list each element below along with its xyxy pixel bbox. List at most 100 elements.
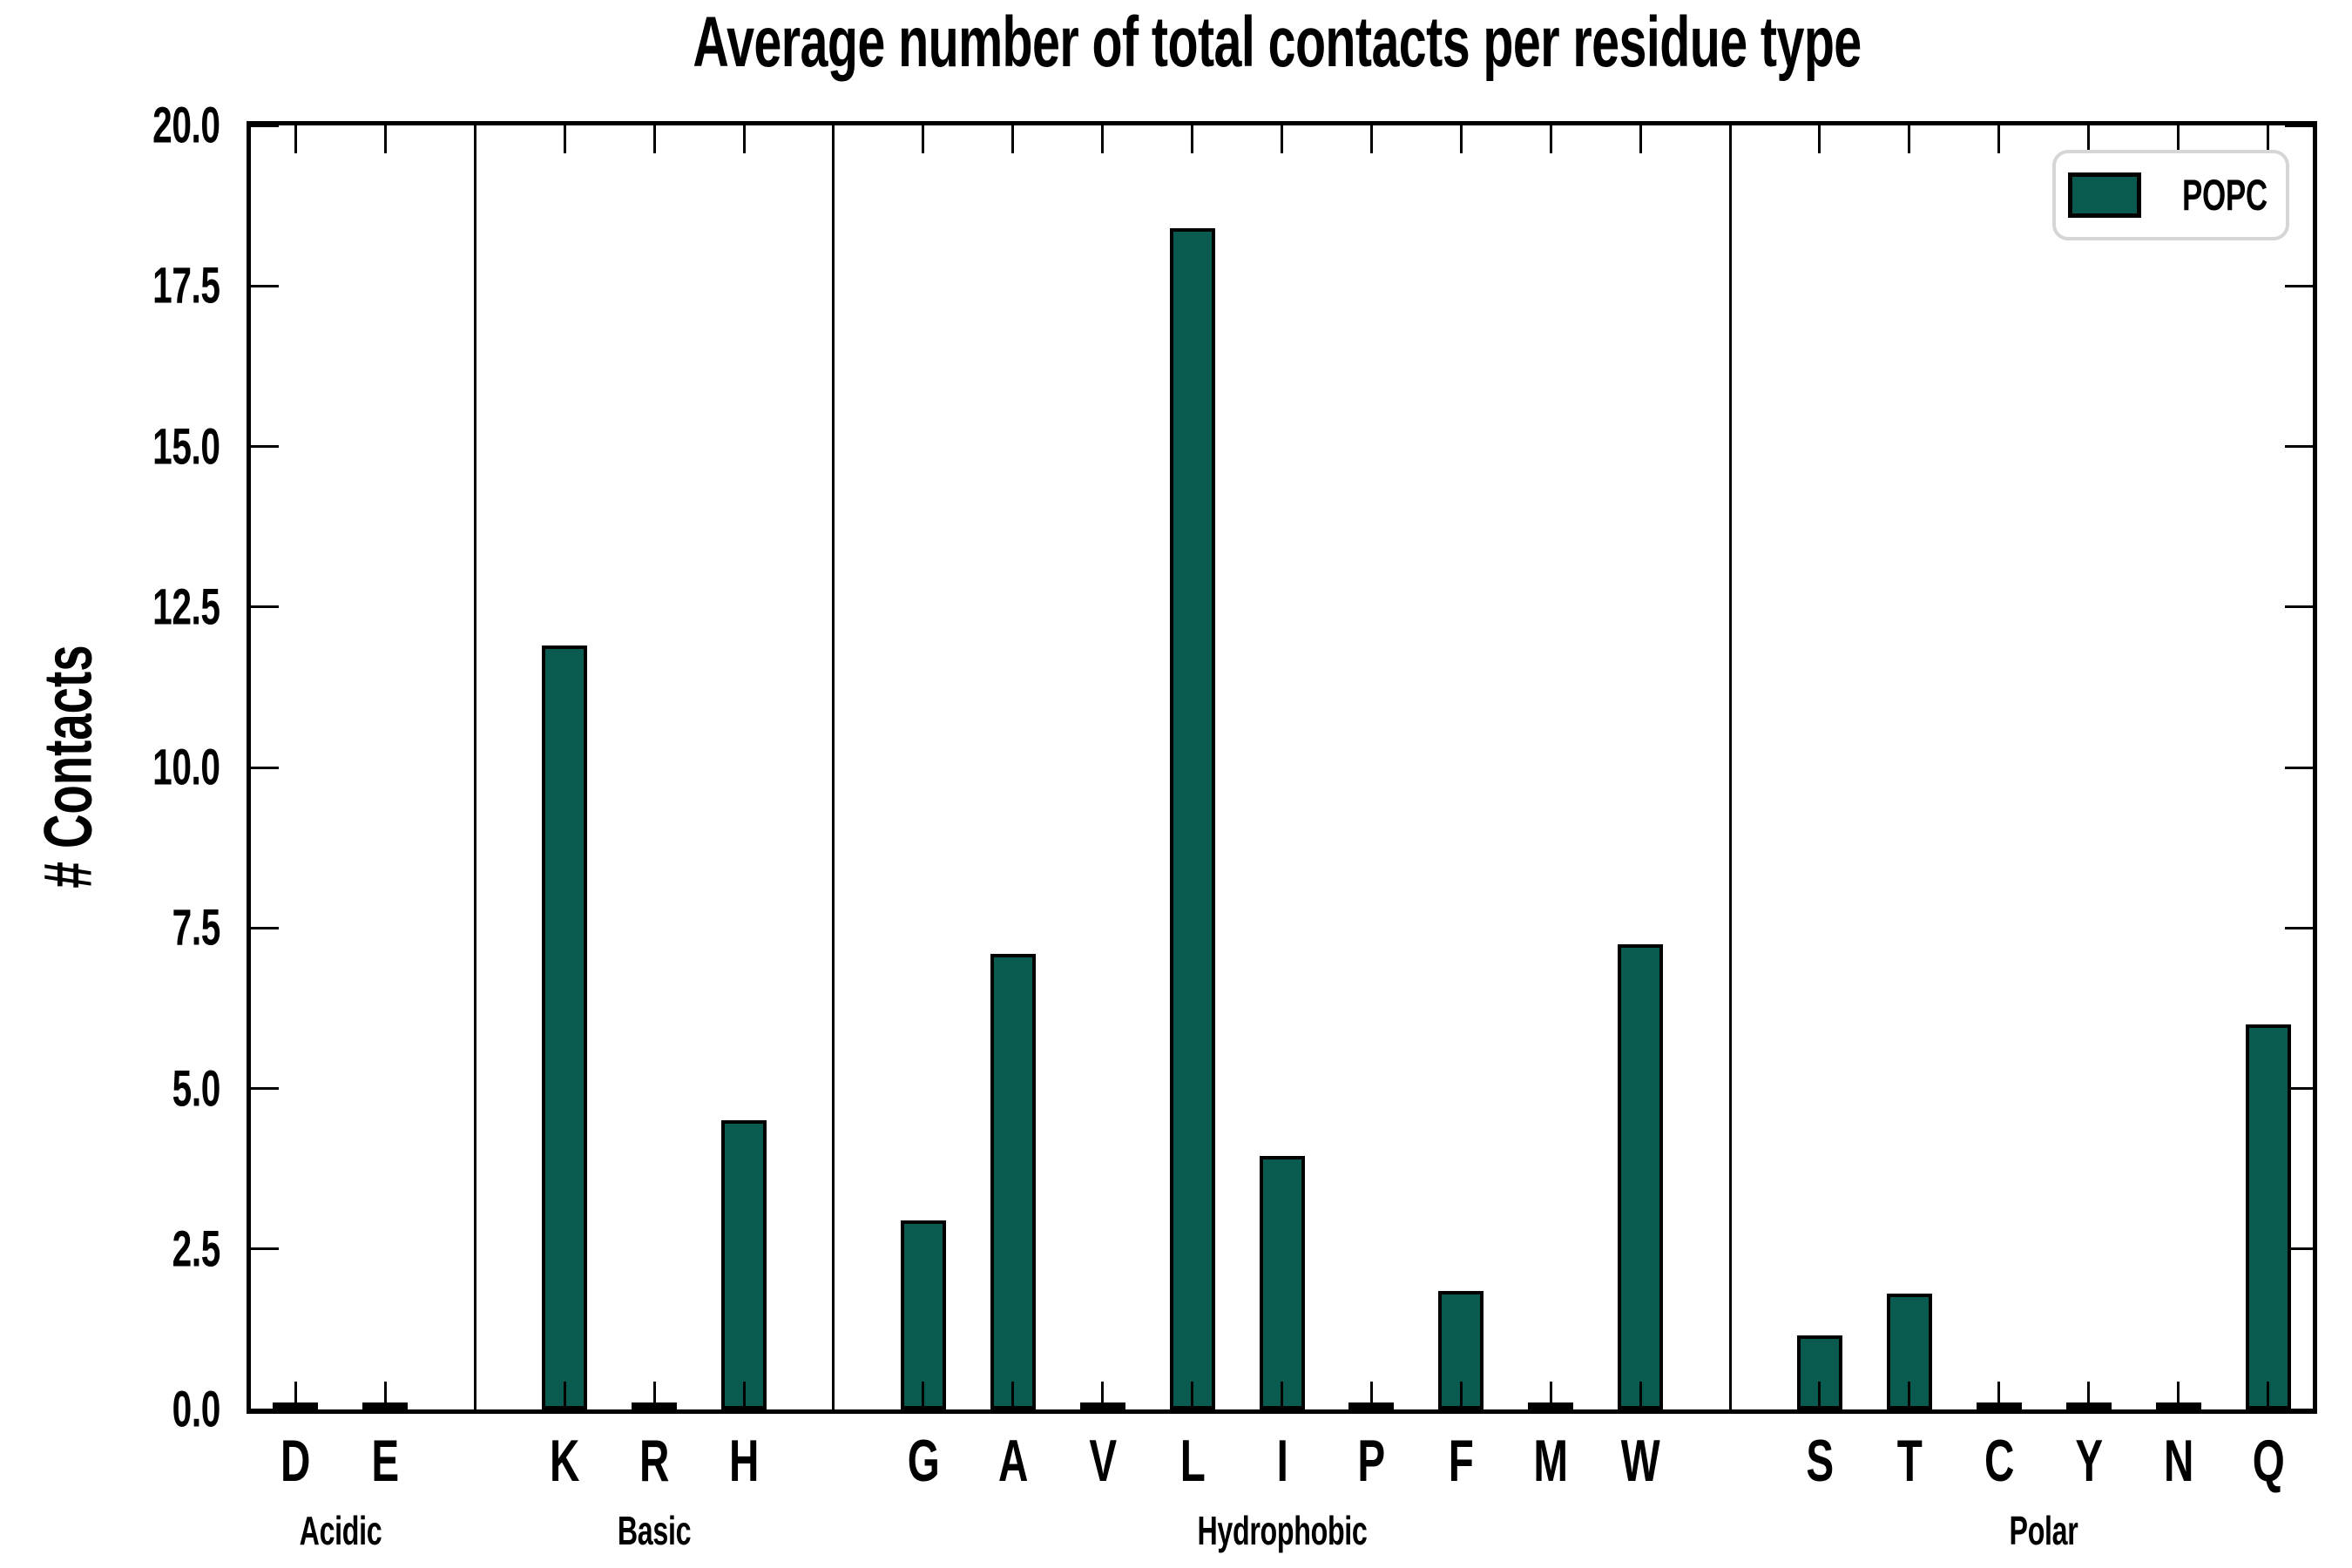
x-tick-bottom <box>2177 1382 2180 1409</box>
y-tick-label-text: 5.0 <box>172 1060 221 1117</box>
group-label-polar: Polar <box>1995 1507 2093 1554</box>
group-separator <box>832 125 835 1409</box>
x-tick-bottom <box>1639 1382 1642 1409</box>
legend-label-popc: POPC <box>2182 171 2268 220</box>
x-tick-top <box>1011 125 1015 153</box>
chart-title: Average number of total contacts per res… <box>443 2 2112 84</box>
x-tick-top <box>294 125 297 153</box>
group-label-acidic: Acidic <box>281 1507 399 1554</box>
y-tick-right <box>2285 1087 2313 1090</box>
x-label-H: H <box>723 1427 765 1495</box>
y-tick-label: 10.0 <box>124 739 221 797</box>
legend: POPC <box>2052 150 2289 240</box>
x-tick-top <box>1459 125 1463 153</box>
y-tick-label: 0.0 <box>152 1381 221 1439</box>
bar-T <box>1886 1294 1932 1409</box>
x-tick-bottom <box>742 1382 746 1409</box>
group-label-text: Basic <box>617 1508 692 1553</box>
y-tick-right <box>2285 284 2313 287</box>
x-label-L: L <box>1174 1427 1210 1495</box>
y-axis-label: # Contacts <box>29 645 106 889</box>
x-label-G: G <box>901 1427 946 1495</box>
x-label-text: N <box>2163 1428 2193 1494</box>
chart-title-text: Average number of total contacts per res… <box>693 3 1862 82</box>
x-tick-bottom <box>1997 1382 2001 1409</box>
x-tick-bottom <box>2087 1382 2091 1409</box>
bar-I <box>1259 1155 1305 1409</box>
y-tick-left <box>251 766 279 769</box>
y-tick-label-text: 12.5 <box>152 578 221 636</box>
x-label-D: D <box>274 1427 316 1495</box>
y-tick-right <box>2285 926 2313 929</box>
x-tick-bottom <box>1818 1382 1821 1409</box>
x-tick-top <box>1549 125 1552 153</box>
x-tick-bottom <box>652 1382 656 1409</box>
y-tick-label: 15.0 <box>124 417 221 476</box>
x-label-text: D <box>280 1428 311 1494</box>
x-label-I: I <box>1274 1427 1289 1495</box>
x-label-C: C <box>1978 1427 2020 1495</box>
x-tick-bottom <box>1369 1382 1373 1409</box>
x-tick-top <box>2177 125 2180 153</box>
x-tick-top <box>2267 125 2270 153</box>
x-label-R: R <box>633 1427 675 1495</box>
x-label-Q: Q <box>2245 1427 2290 1495</box>
bar-G <box>900 1220 946 1409</box>
x-label-Y: Y <box>2069 1427 2108 1495</box>
x-tick-top <box>1997 125 2001 153</box>
x-label-text: W <box>1620 1428 1660 1494</box>
group-label-text: Polar <box>2009 1508 2078 1553</box>
y-tick-left <box>251 445 279 448</box>
x-label-E: E <box>366 1427 405 1495</box>
group-separator <box>1728 125 1732 1409</box>
x-tick-bottom <box>563 1382 566 1409</box>
x-label-A: A <box>992 1427 1034 1495</box>
group-label-text: Acidic <box>299 1508 382 1553</box>
x-tick-bottom <box>1281 1382 1283 1409</box>
x-label-text: T <box>1896 1428 1923 1494</box>
y-tick-label: 7.5 <box>152 899 221 957</box>
x-tick-bottom <box>1101 1382 1105 1409</box>
x-tick-top <box>1818 125 1821 153</box>
x-tick-bottom <box>1908 1382 1911 1409</box>
x-label-T: T <box>1891 1427 1927 1495</box>
x-label-text: I <box>1276 1428 1288 1494</box>
group-separator <box>473 125 476 1409</box>
x-tick-bottom <box>922 1382 925 1409</box>
bar-K <box>542 645 588 1409</box>
x-tick-top <box>1101 125 1105 153</box>
x-tick-top <box>922 125 925 153</box>
x-tick-bottom <box>383 1382 387 1409</box>
x-tick-top <box>742 125 746 153</box>
x-tick-top <box>1369 125 1373 153</box>
x-tick-top <box>2087 125 2091 153</box>
x-tick-bottom <box>1191 1382 1194 1409</box>
x-label-text: Y <box>2075 1428 2103 1494</box>
bar-H <box>721 1120 767 1409</box>
x-label-text: P <box>1357 1428 1386 1494</box>
y-tick-left <box>251 1087 279 1090</box>
x-label-text: Q <box>2252 1428 2284 1494</box>
x-label-text: K <box>550 1428 580 1494</box>
group-label-basic: Basic <box>602 1507 706 1554</box>
x-label-K: K <box>544 1427 585 1495</box>
y-tick-label-text: 7.5 <box>172 899 221 956</box>
x-label-text: M <box>1533 1428 1569 1494</box>
bar-W <box>1618 943 1664 1409</box>
x-label-text: E <box>371 1428 400 1494</box>
y-tick-label-text: 10.0 <box>152 739 221 796</box>
y-tick-label: 5.0 <box>152 1059 221 1118</box>
x-label-F: F <box>1443 1427 1479 1495</box>
x-label-text: V <box>1089 1428 1117 1494</box>
x-tick-bottom <box>1011 1382 1015 1409</box>
y-tick-label: 20.0 <box>124 97 221 155</box>
x-label-text: S <box>1806 1428 1834 1494</box>
y-tick-left <box>251 1247 279 1251</box>
x-label-text: L <box>1179 1428 1205 1494</box>
x-label-N: N <box>2157 1427 2199 1495</box>
x-tick-top <box>563 125 566 153</box>
y-tick-label-text: 0.0 <box>172 1381 221 1438</box>
y-tick-left <box>251 605 279 609</box>
y-tick-right <box>2285 445 2313 448</box>
